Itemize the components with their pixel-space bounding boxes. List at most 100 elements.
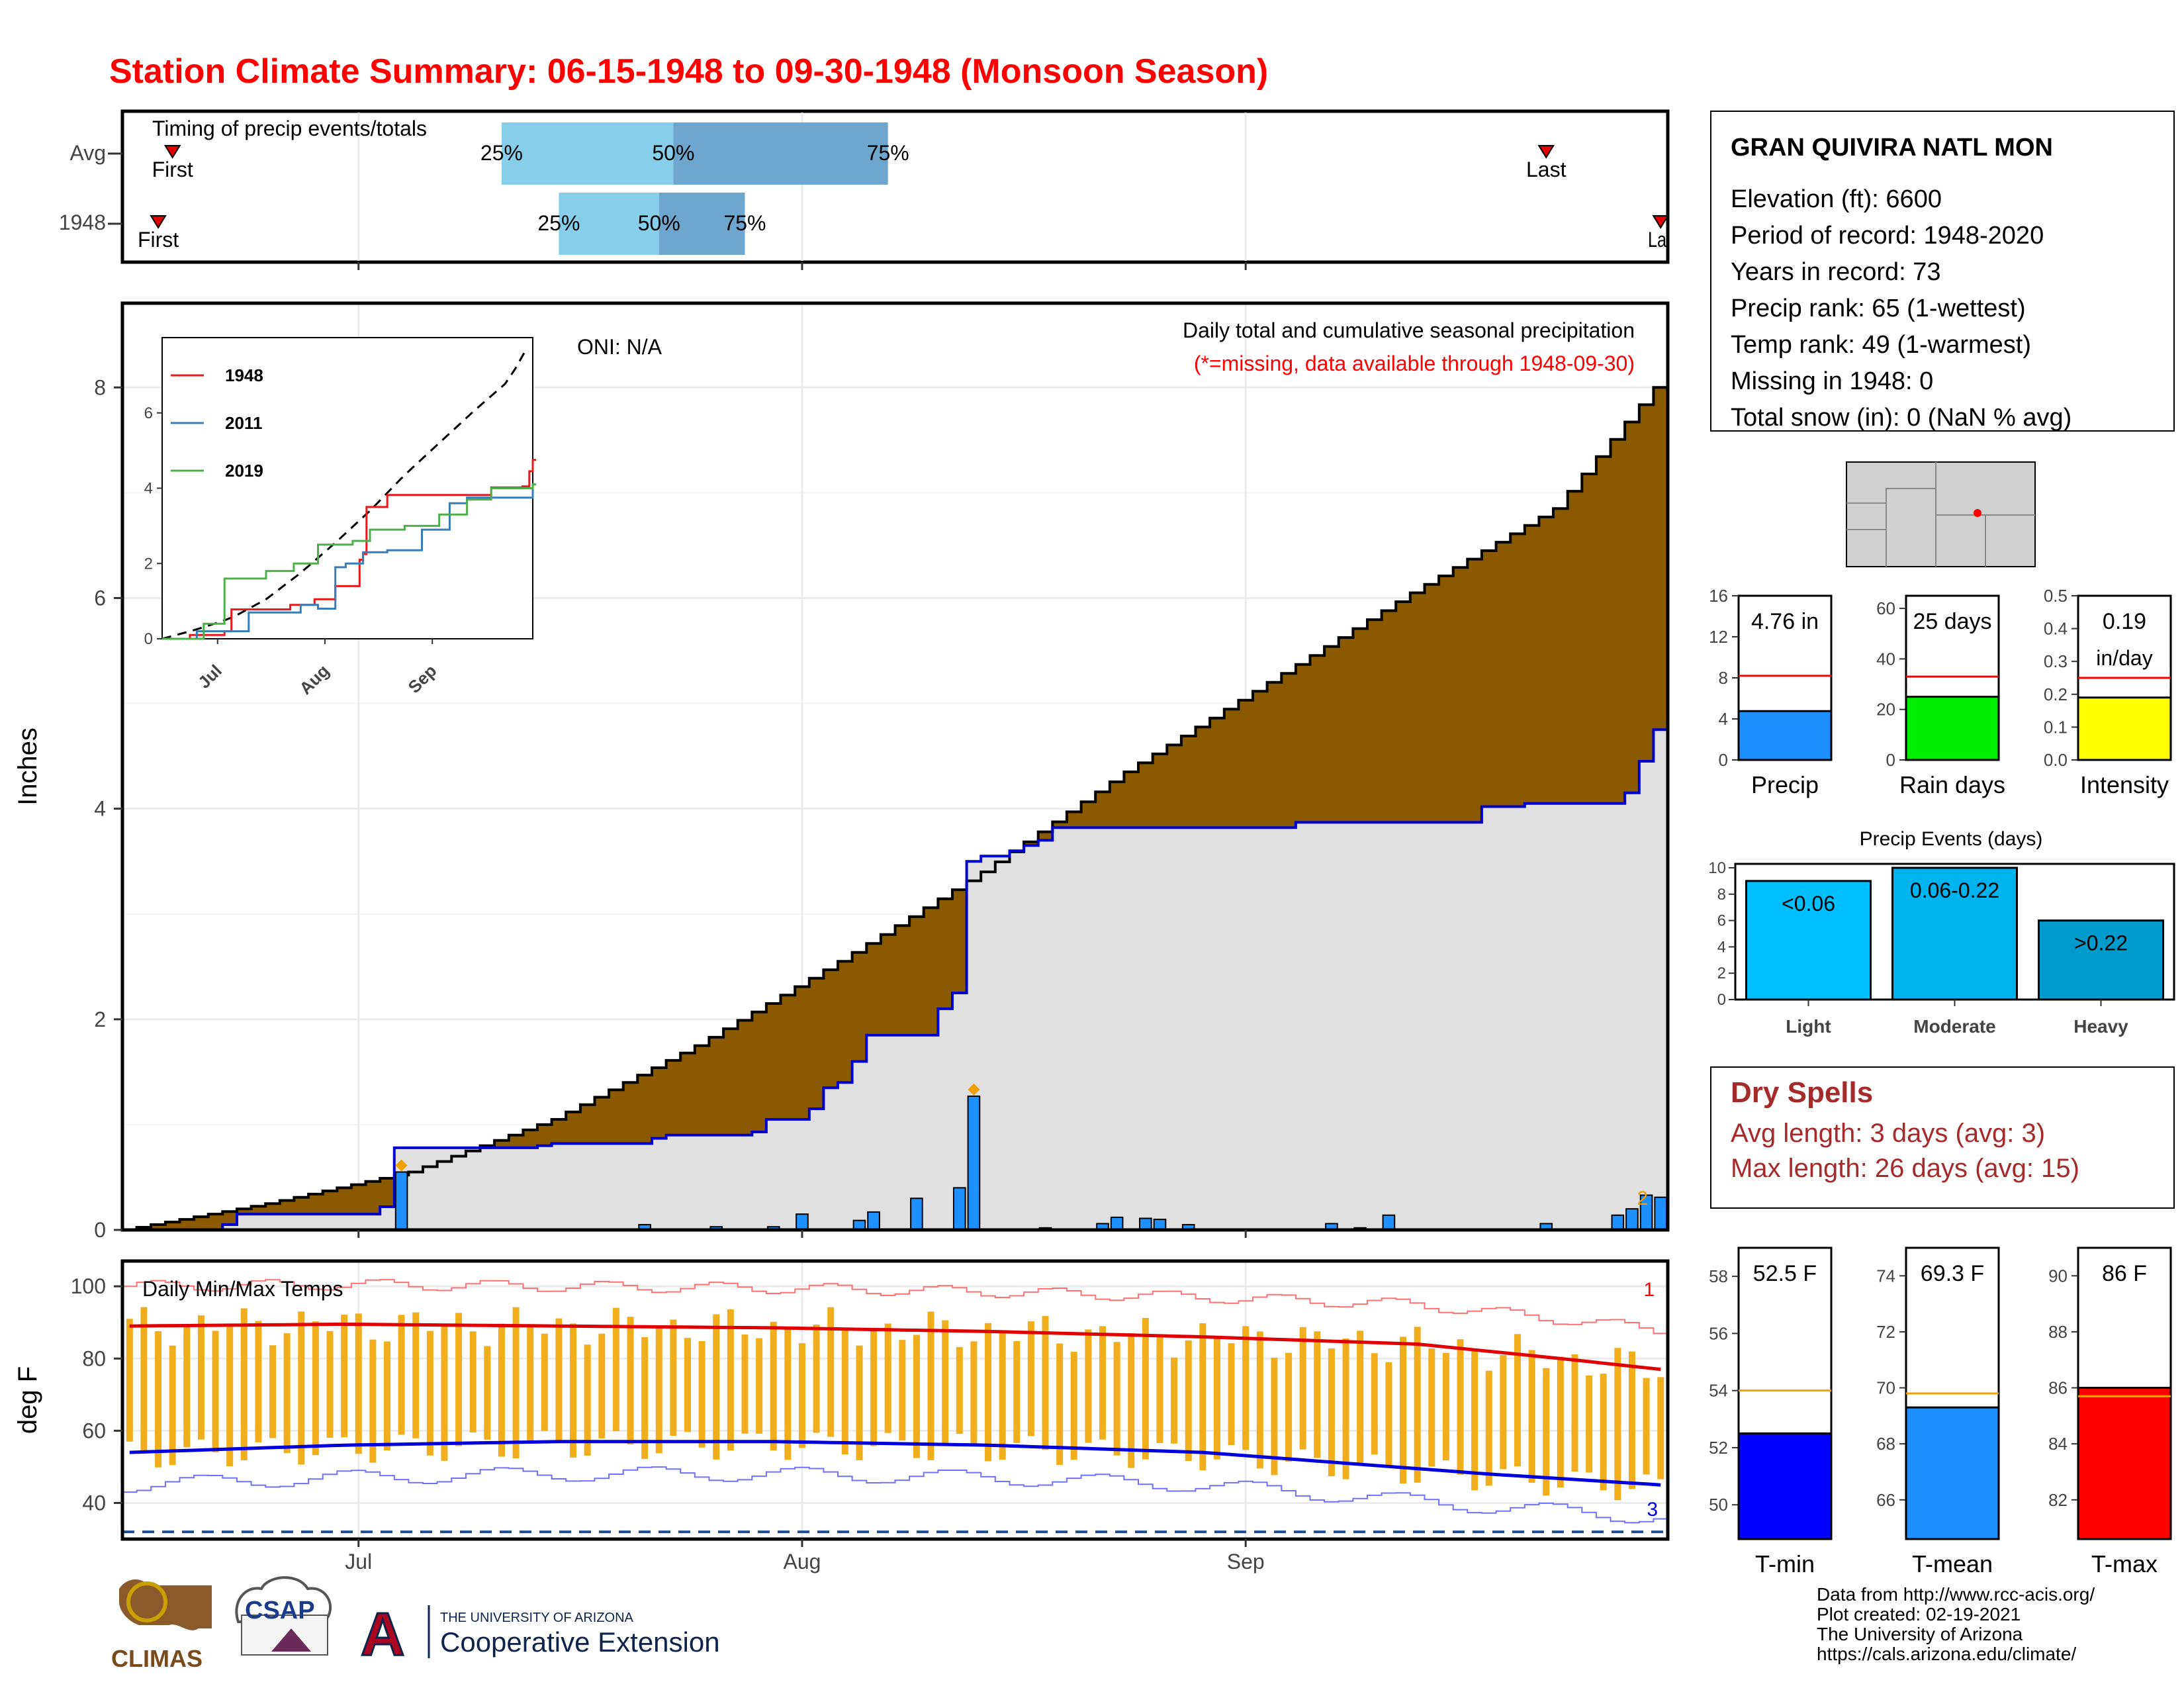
events-category-label: Heavy [2073,1016,2128,1037]
dry-spells-max: Max length: 26 days (avg: 15) [1731,1154,2079,1183]
timing-last-label: La [1648,228,1666,252]
rain-days-ytick-label: 60 [1876,598,1895,618]
precip-total-ytick-label: 12 [1709,627,1728,647]
intensity-value: 0.19 [2103,609,2146,634]
events-ytick-label: 8 [1717,886,1726,904]
daily-precip-bar [967,1095,981,1231]
footer-line-4: https://cals.arizona.edu/climate/ [1817,1644,2076,1664]
tmax-mean-ytick-label: 90 [2048,1266,2068,1286]
obs-cumulative-line [122,728,1668,1231]
station-info-line: Elevation (ft): 6600 [1731,185,1942,213]
temp-ytick-label: 100 [71,1274,106,1298]
footer-credits: Data from http://www.rcc-acis.org/ Plot … [1817,1584,2095,1664]
precip-ylabel: Inches [13,727,42,806]
timing-panel: Timing of precip events/totals Avg 1948 … [59,109,1670,270]
precip-corner-label: 2 [1637,1188,1648,1209]
tmin-mean-ytick-label: 50 [1709,1495,1728,1515]
rain-days-ytick-label: 0 [1886,750,1895,770]
timing-row-1948-label: 1948 [59,211,106,234]
tmin-mean-ytick-label: 54 [1709,1381,1728,1401]
daily-record-marker [395,1159,408,1172]
events-ytick-label: 0 [1717,991,1726,1009]
timing-label: Timing of precip events/totals [152,117,427,140]
precip-total-bar [1737,710,1833,761]
events-bar-label: <0.06 [1782,892,1835,915]
tmax-mean-ytick-label: 86 [2048,1378,2068,1398]
timing-first-label: First [138,228,179,252]
daily-precip-bar [867,1211,880,1231]
precip-note-missing: (*=missing, data available through 1948-… [1194,352,1635,375]
tmin-mean-bar [1737,1432,1833,1540]
csap-logo-text: CSAP [245,1597,315,1624]
tmean-mean-ytick-label: 68 [1876,1434,1895,1454]
inset-series-line [162,483,537,640]
temp-ytick-label: 60 [82,1419,106,1442]
inset-ytick-label: 0 [144,630,153,648]
events-ytick-label: 2 [1717,964,1726,982]
timing-bar-q25-q50 [559,193,659,255]
timing-first-marker [150,215,167,229]
avg-cumulative-line [122,386,1668,1231]
events-ytick-label: 10 [1708,859,1726,877]
station-info-line: Total snow (in): 0 (NaN % avg) [1731,404,2071,432]
timing-q50-label: 50% [638,211,680,235]
timing-bar-q50-q75 [673,122,888,185]
avg-tmax-line [129,1322,1661,1372]
temp-corner-bottom: 3 [1647,1499,1658,1521]
tmean-mean-label: T-mean [1912,1550,1993,1577]
inset-ytick-label: 2 [144,555,153,573]
daily-precip-bar [394,1171,408,1231]
station-info-line: Period of record: 1948-2020 [1731,222,2044,250]
record-min-line [122,1466,1668,1524]
timing-last-marker [1537,145,1555,159]
footer-line-3: The University of Arizona [1817,1624,2023,1644]
temp-ylabel: deg F [13,1366,42,1434]
inset-series-line [162,483,537,640]
inset-legend-label: 2011 [225,413,262,433]
month-xtick-label: Aug [783,1550,821,1573]
timing-bar-q50-q75 [659,193,745,255]
footer-line-1: Data from http://www.rcc-acis.org/ [1817,1584,2095,1605]
precip-total-ytick-label: 0 [1719,750,1728,770]
station-info-line: Years in record: 73 [1731,258,1941,286]
dry-spells-title: Dry Spells [1731,1076,1873,1109]
csap-logo: CSAP [235,1576,332,1656]
intensity-ytick-label: 0.1 [2044,717,2068,737]
events-bar [1745,880,1872,1001]
intensity-label: Intensity [2080,771,2169,798]
dry-spells-box: Dry Spells Avg length: 3 days (avg: 3) M… [1710,1066,2175,1209]
timing-q25-label: 25% [480,141,523,165]
daily-precip-bar [952,1187,966,1231]
station-info-line: Missing in 1948: 0 [1731,367,1933,395]
inset-legend-label: 1948 [225,365,263,385]
station-info-line: Temp rank: 49 (1-warmest) [1731,331,2031,359]
temp-ytick-label: 80 [82,1346,106,1370]
inset-ytick-label: 6 [144,404,153,422]
tmean-mean-ytick-label: 72 [1876,1322,1895,1342]
timing-q25-label: 25% [537,211,580,235]
inset-legend-label: 2019 [225,461,263,481]
temp-ytick-label: 40 [82,1491,106,1515]
timing-q50-label: 50% [652,141,694,165]
intensity-bar [2077,696,2172,761]
tmin-mean-value: 52.5 F [1753,1261,1817,1286]
rain-days-label: Rain days [1899,771,2005,798]
events-ytick-label: 4 [1717,938,1726,956]
precip-total-ytick-label: 8 [1719,668,1728,688]
events-category-label: Moderate [1913,1016,1995,1037]
rain-days-value: 25 days [1913,609,1991,634]
tmean-mean-ytick-label: 70 [1876,1378,1895,1398]
daily-precip-bar [1139,1217,1152,1231]
tmin-mean-ytick-label: 58 [1709,1266,1728,1286]
footer-line-2: Plot created: 02-19-2021 [1817,1604,2021,1624]
precip-ytick-label: 8 [94,375,106,399]
timing-last-marker [1652,215,1669,229]
month-xtick-label: Jul [345,1550,372,1573]
daily-precip-bar [910,1197,923,1231]
daily-record-marker [968,1083,980,1096]
precip-ytick-label: 6 [94,586,106,610]
climas-logo-text: CLIMAS [111,1645,203,1672]
